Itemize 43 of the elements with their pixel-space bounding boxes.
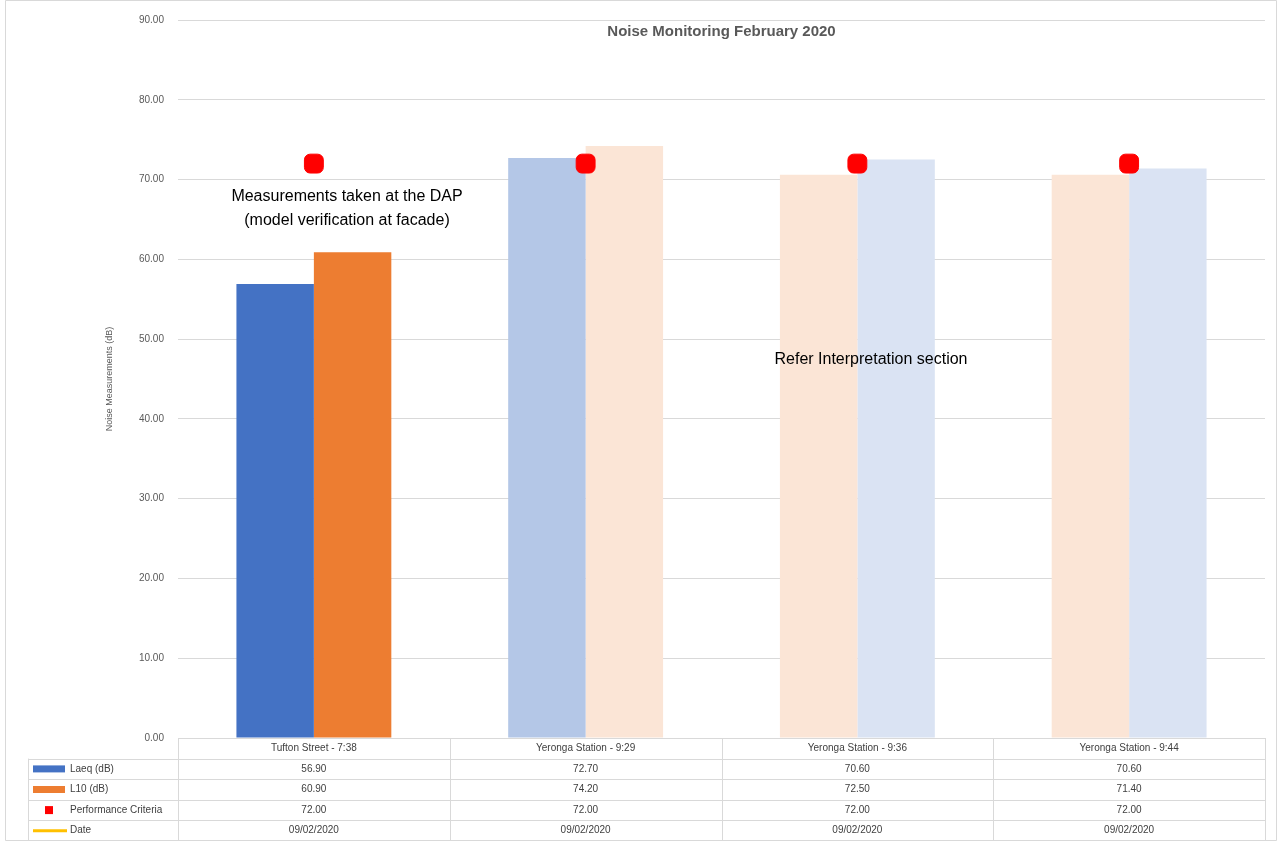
y-tick-label: 40.00 <box>138 412 165 424</box>
data-label: 72.00 <box>844 803 871 815</box>
legend-label: L10 (dB) <box>70 783 109 795</box>
y-axis-title: Noise Measurements (dB) <box>103 326 114 432</box>
x-tick-label: Yeronga Station - 9:29 <box>536 742 636 754</box>
bar <box>1129 168 1207 738</box>
y-tick-label: 60.00 <box>138 253 165 265</box>
data-label: 72.00 <box>1116 803 1143 815</box>
text: 09/02/2020 <box>832 824 883 836</box>
x-tick-label: Yeronga Station - 9:36 <box>807 742 908 754</box>
text: 09/02/2020 <box>560 824 611 836</box>
data-label: 70.60 <box>844 762 871 774</box>
data-label: 72.00 <box>573 803 599 815</box>
annotation: Refer Interpretation section <box>774 350 968 368</box>
annotation: Measurements taken at the DAP (model verification at facade) <box>231 187 463 229</box>
data-label: 72.50 <box>844 783 871 795</box>
y-tick-label: 50.00 <box>138 332 165 344</box>
bar <box>1051 174 1130 738</box>
data-label: 74.20 <box>573 783 599 795</box>
text: 09/02/2020 <box>1104 824 1155 836</box>
data-label: 72.00 <box>301 803 327 815</box>
data-label: 70.60 <box>1116 762 1143 774</box>
y-tick-label: 10.00 <box>138 651 165 663</box>
y-tick-label: 90.00 <box>138 13 165 25</box>
x-tick-label: Tufton Street - 7:38 <box>270 742 358 754</box>
text: 09/02/2020 <box>288 824 339 836</box>
data-label: 72.70 <box>573 762 599 774</box>
bar <box>508 158 586 738</box>
data-label: 60.90 <box>301 783 327 795</box>
bar <box>236 284 314 738</box>
legend-label: Performance Criteria <box>70 803 163 815</box>
data-label: 71.40 <box>1116 783 1143 795</box>
legend-label: Date <box>70 824 92 836</box>
y-tick-label: 20.00 <box>138 572 165 584</box>
chart-title: Noise Monitoring February 2020 <box>607 22 836 40</box>
x-tick-label: Yeronga Station - 9:44 <box>1079 742 1180 754</box>
data-label: 56.90 <box>301 762 327 774</box>
y-tick-label: 80.00 <box>138 93 165 105</box>
y-tick-label: 70.00 <box>138 173 165 185</box>
legend-label: Laeq (dB) <box>70 762 114 774</box>
y-tick-label: 0.00 <box>144 731 165 743</box>
y-tick-label: 30.00 <box>138 492 165 504</box>
bar <box>313 252 392 738</box>
